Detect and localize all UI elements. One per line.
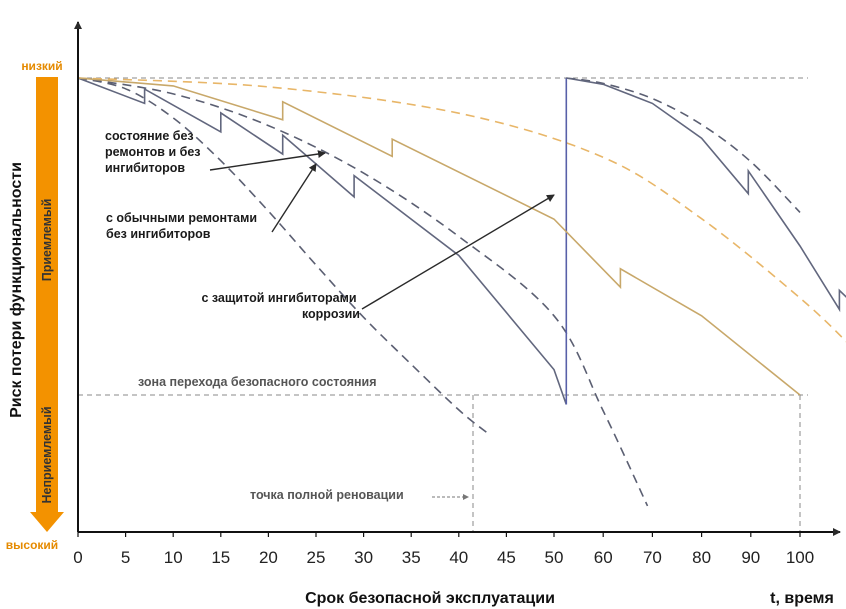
x-tick-label: 60 [594,548,613,567]
series-trend-repairs-2 [566,77,801,213]
annotation-with-inhibitors: с защитой ингибиторами коррозии [201,291,360,321]
x-tick-label: 0 [73,548,82,567]
x-axis-end-label: t, время [770,590,834,607]
risk-scale-arrowhead [30,512,64,532]
x-tick-label: 25 [307,548,326,567]
x-axis-title: Срок безопасной эксплуатации [305,590,555,607]
series-trend-inhibitors [79,77,846,343]
zone-unacceptable-label: Неприемлемый [40,406,54,503]
annotation-with-repairs-arrow [271,163,317,233]
zone-acceptable-label: Приемлемый [40,199,54,282]
annotation-with-inhibitors-line-2: коррозии [302,307,360,321]
annotation-with-inhibitors-line-1: с защитой ингибиторами [201,291,356,305]
y-axis-title: Риск потери функциональности [8,162,25,418]
risk-scale-bar [36,77,58,512]
x-tick-label: 30 [354,548,373,567]
annotation-no-repairs-line-1: состояние без [105,129,194,143]
series-with-repairs [79,77,568,405]
annotation-with-repairs-line-2: без ингибиторов [106,227,211,241]
x-tick-label: 50 [545,548,564,567]
x-tick-label: 45 [497,548,516,567]
x-tick-label: 70 [643,548,662,567]
risk-low-label: низкий [21,59,62,73]
x-tick-label: 40 [449,548,468,567]
annotation-no-repairs-line-3: ингибиторов [105,161,185,175]
annotation-no-repairs-line-2: ремонтов и без [105,145,200,159]
series-layer [79,77,846,507]
renewal-point-label: точка полной реновации [250,488,404,502]
series-with-repairs-2 [566,77,846,313]
series-with-inhibitors [79,77,801,396]
series-trend-no-repair [79,77,488,434]
x-tick-label: 80 [692,548,711,567]
x-tick-label: 35 [402,548,421,567]
annotation-with-repairs-line-1: с обычными ремонтами [106,211,257,225]
annotation-no-repairs: состояние без ремонтов и без ингибиторов [105,129,204,175]
x-tick-label: 10 [164,548,183,567]
annotation-with-repairs: с обычными ремонтами без ингибиторов [106,211,261,241]
transition-zone-label: зона перехода безопасного состояния [138,375,377,389]
x-tick-label: 5 [121,548,130,567]
tick-layer: 0 5 10 15 20 25 30 35 40 45 50 60 70 80 90 100 [73,532,814,567]
x-tick-label: 90 [741,548,760,567]
series-trend-repairs-1 [79,77,649,507]
x-tick-label: 20 [259,548,278,567]
x-tick-label: 15 [211,548,230,567]
risk-high-label: высокий [6,538,58,552]
x-tick-label: 100 [786,548,814,567]
annotation-no-repairs-arrow [209,150,326,171]
annotation-with-inhibitors-arrow [361,194,555,310]
